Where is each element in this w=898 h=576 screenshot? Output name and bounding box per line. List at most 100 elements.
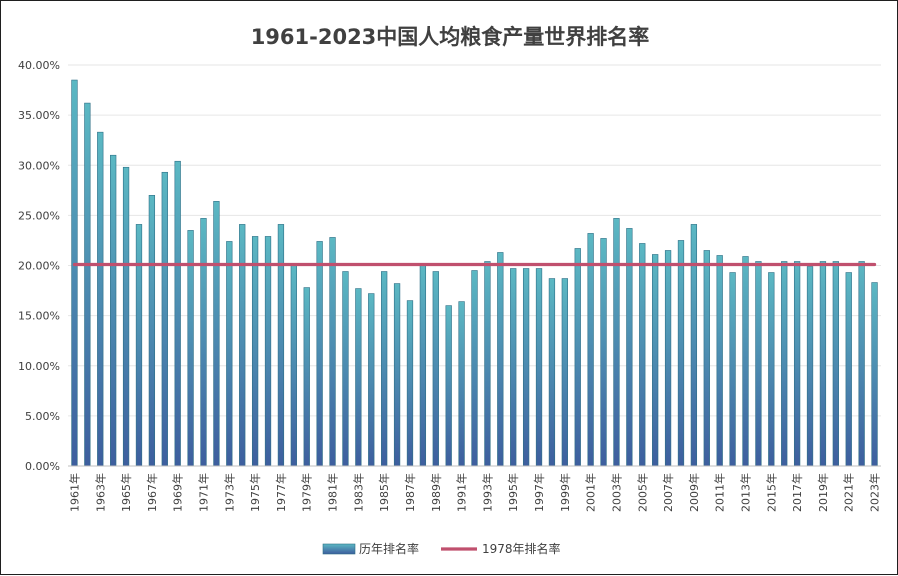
bar xyxy=(832,261,839,467)
bar xyxy=(703,250,710,467)
bar xyxy=(600,238,607,467)
x-tick-label: 2021年 xyxy=(842,473,856,512)
x-tick-label: 2005年 xyxy=(635,473,649,512)
bar xyxy=(135,224,143,467)
bar xyxy=(316,241,323,467)
legend: 历年排名率 1978年排名率 xyxy=(322,541,561,556)
bar xyxy=(652,254,659,467)
legend-label-line: 1978年排名率 xyxy=(482,541,561,556)
y-tick-label: 35.00% xyxy=(18,109,60,122)
bar xyxy=(342,271,349,467)
legend-label-bar: 历年排名率 xyxy=(359,541,419,556)
x-tick-label: 1977年 xyxy=(274,473,288,512)
x-tick-label: 1973年 xyxy=(222,473,236,512)
bar xyxy=(639,243,646,467)
x-tick-label: 2023年 xyxy=(868,473,882,512)
bar xyxy=(690,224,698,467)
bar xyxy=(368,293,375,467)
x-tick-label: 1979年 xyxy=(300,473,314,512)
bar xyxy=(432,271,439,467)
x-tick-label: 2011年 xyxy=(713,473,727,512)
x-tick-label: 2007年 xyxy=(661,473,675,512)
bar xyxy=(419,265,427,467)
x-tick-label: 1969年 xyxy=(171,473,185,512)
bar xyxy=(677,240,685,467)
x-tick-label: 1985年 xyxy=(377,473,391,512)
bar xyxy=(290,265,297,467)
bar xyxy=(510,268,517,467)
x-tick-labels: 1961年 1963年 1965年 1967年 1969年 1971年 1973年 1975年… xyxy=(67,473,881,512)
bar xyxy=(574,248,581,467)
bar xyxy=(535,268,543,467)
x-tick-label: 1987年 xyxy=(403,473,417,512)
bar xyxy=(729,272,736,467)
bar xyxy=(161,171,168,467)
x-tick-label: 1965年 xyxy=(119,473,133,512)
bar xyxy=(251,236,259,467)
bar xyxy=(768,272,775,467)
x-tick-label: 2009年 xyxy=(687,473,701,512)
bar xyxy=(148,195,156,467)
bar xyxy=(613,218,620,467)
x-tick-label: 1989年 xyxy=(429,473,443,512)
bar xyxy=(716,255,723,467)
x-tick-label: 2019年 xyxy=(816,473,830,512)
bar xyxy=(226,241,233,467)
y-tick-label: 20.00% xyxy=(18,260,60,273)
bar xyxy=(587,233,594,467)
x-tick-label: 2003年 xyxy=(609,473,623,512)
bar xyxy=(471,270,478,467)
x-tick-label: 1961年 xyxy=(67,473,81,512)
y-tick-label: 5.00% xyxy=(25,410,60,423)
x-tick-label: 1981年 xyxy=(326,473,340,512)
bar xyxy=(381,271,388,467)
y-tick-label: 15.00% xyxy=(18,310,60,323)
bar xyxy=(522,268,530,467)
bar xyxy=(84,102,91,467)
y-axis: 0.00% 5.00% 10.00% 15.00% 20.00% 25.00% 30.00%… xyxy=(18,59,60,473)
bar xyxy=(664,250,672,467)
bar xyxy=(755,261,762,467)
bar xyxy=(71,79,78,467)
bar xyxy=(781,261,788,467)
bar xyxy=(213,201,220,467)
chart-title: 1961-2023中国人均粮食产量世界排名率 xyxy=(250,25,650,49)
x-tick-label: 1995年 xyxy=(506,473,520,512)
bar xyxy=(329,237,336,467)
bar xyxy=(200,218,207,467)
x-tick-label: 1991年 xyxy=(455,473,469,512)
bar xyxy=(858,261,865,467)
bar xyxy=(793,261,801,467)
x-tick-label: 1983年 xyxy=(351,473,365,512)
bar xyxy=(264,236,272,467)
bar xyxy=(871,282,878,467)
x-tick-label: 1963年 xyxy=(93,473,107,512)
bar xyxy=(484,261,491,467)
bar xyxy=(355,288,362,467)
y-tick-label: 10.00% xyxy=(18,360,60,373)
x-tick-label: 1971年 xyxy=(197,473,211,512)
bar xyxy=(806,266,814,467)
y-tick-label: 0.00% xyxy=(25,460,60,473)
bar xyxy=(445,305,452,467)
y-tick-label: 30.00% xyxy=(18,159,60,172)
bar xyxy=(239,224,246,467)
bar xyxy=(303,287,310,467)
x-tick-label: 2015年 xyxy=(764,473,778,512)
bar xyxy=(819,261,827,467)
x-tick-label: 2017年 xyxy=(790,473,804,512)
x-tick-label: 1993年 xyxy=(480,473,494,512)
bar-series xyxy=(71,79,878,467)
bar xyxy=(845,272,852,467)
x-tick-label: 1999年 xyxy=(558,473,572,512)
y-tick-label: 25.00% xyxy=(18,209,60,222)
legend-bar-swatch xyxy=(322,543,356,555)
bar xyxy=(393,283,401,467)
y-tick-label: 40.00% xyxy=(18,59,60,72)
bar xyxy=(561,278,568,467)
x-tick-label: 1967年 xyxy=(145,473,159,512)
bar xyxy=(277,224,285,467)
bar xyxy=(122,166,130,467)
